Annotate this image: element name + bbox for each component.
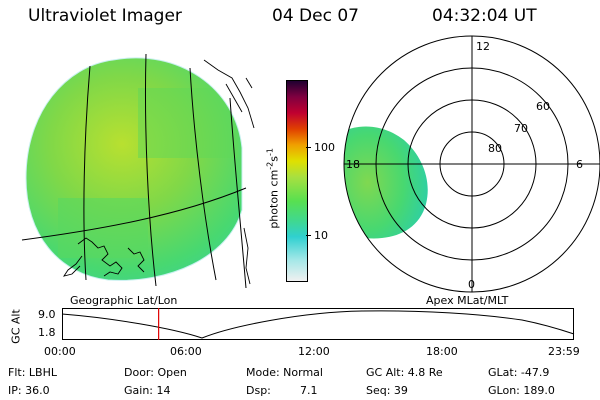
colorbar-tick-10 xyxy=(306,235,311,236)
altitude-ylabel: GC Alt xyxy=(9,309,23,344)
info-ip: IP: 36.0 xyxy=(8,384,50,397)
time-label: 04:32:04 UT xyxy=(432,6,537,26)
info-dsp-label: Dsp: xyxy=(246,384,271,397)
info-door: Door: Open xyxy=(124,366,187,379)
instrument-title: Ultraviolet Imager xyxy=(28,6,182,26)
info-glat: GLat: -47.9 xyxy=(488,366,550,379)
info-gain: Gain: 14 xyxy=(124,384,171,397)
geographic-grid xyxy=(21,53,247,289)
altitude-xtick-0600: 06:00 xyxy=(170,345,202,358)
geographic-caption: Geographic Lat/Lon xyxy=(70,294,178,307)
altitude-xtick-1200: 12:00 xyxy=(298,345,330,358)
coastline xyxy=(62,59,255,285)
mlat-label-60: 60 xyxy=(536,100,550,113)
colorbar-label-10: 10 xyxy=(314,229,328,242)
colorbar xyxy=(286,80,308,282)
info-dsp-value: 7.1 xyxy=(300,384,318,397)
altitude-curve xyxy=(61,310,575,339)
polar-plot: 12 6 18 0 60 70 80 xyxy=(343,35,600,293)
aurora-region xyxy=(344,126,428,239)
altitude-plot xyxy=(61,308,575,340)
polar-caption: Apex MLat/MLT xyxy=(426,294,509,307)
colorbar-unit-exp2: -1 xyxy=(265,148,275,156)
mlt-label-12: 12 xyxy=(476,40,490,53)
geographic-image xyxy=(21,53,255,289)
mlt-label-18: 18 xyxy=(346,158,360,171)
altitude-xtick-2359: 23:59 xyxy=(548,345,580,358)
altitude-ytick-low: 1.8 xyxy=(38,326,56,339)
colorbar-unit-s: s xyxy=(267,155,281,162)
date-label: 04 Dec 07 xyxy=(272,6,359,26)
info-flt: Flt: LBHL xyxy=(8,366,57,379)
colorbar-tick-100 xyxy=(306,147,311,148)
colorbar-label-100: 100 xyxy=(314,141,335,154)
mlt-label-0: 0 xyxy=(468,278,475,291)
colorbar-unit: photon cm-2s-1 xyxy=(266,113,281,263)
colorbar-unit-main: photon cm xyxy=(267,169,281,229)
altitude-xtick-0000: 00:00 xyxy=(44,345,76,358)
mlat-label-70: 70 xyxy=(514,122,528,135)
polar-grid xyxy=(343,35,600,293)
info-seq: Seq: 39 xyxy=(366,384,408,397)
info-mode: Mode: Normal xyxy=(246,366,323,379)
info-glon: GLon: 189.0 xyxy=(488,384,555,397)
mlat-label-80: 80 xyxy=(488,142,502,155)
altitude-ytick-high: 9.0 xyxy=(38,308,56,321)
colorbar-unit-exp1: -2 xyxy=(265,161,275,170)
altitude-xtick-1800: 18:00 xyxy=(426,345,458,358)
mlt-label-6: 6 xyxy=(576,158,583,171)
info-gc-alt: GC Alt: 4.8 Re xyxy=(366,366,443,379)
